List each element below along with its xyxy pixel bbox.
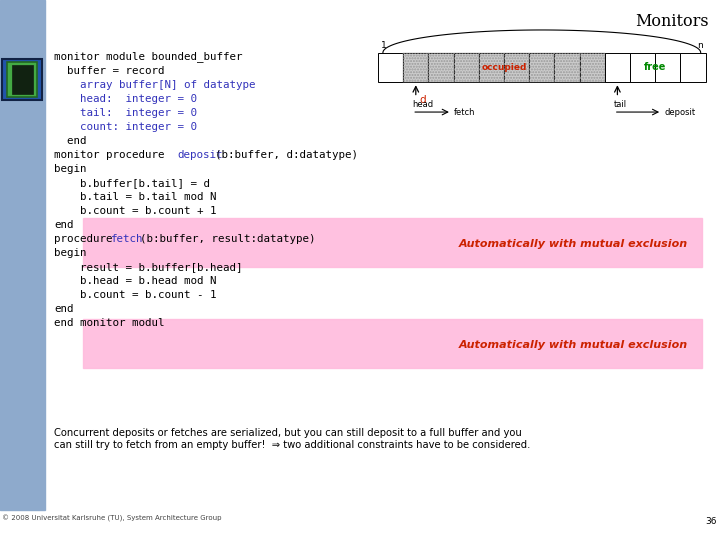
Bar — [504, 52, 529, 82]
Bar — [630, 52, 655, 82]
Text: end monitor modul: end monitor modul — [54, 319, 164, 328]
Bar — [580, 52, 605, 82]
Bar — [428, 52, 454, 82]
Bar — [529, 52, 554, 82]
Bar — [504, 52, 529, 82]
Text: b.count = b.count + 1: b.count = b.count + 1 — [54, 206, 217, 216]
Bar — [7, 63, 37, 97]
Text: b.count = b.count - 1: b.count = b.count - 1 — [54, 291, 217, 300]
Bar — [403, 52, 428, 82]
Bar — [479, 52, 504, 82]
Text: count: integer = 0: count: integer = 0 — [54, 122, 197, 132]
Text: procedure: procedure — [54, 234, 119, 244]
Text: tail:  integer = 0: tail: integer = 0 — [54, 108, 197, 118]
Text: (b:buffer, d:datatype): (b:buffer, d:datatype) — [215, 150, 359, 160]
Text: occupied: occupied — [481, 63, 527, 72]
Text: d: d — [419, 95, 426, 105]
Text: © 2008 Universitat Karlsruhe (TU), System Architecture Group: © 2008 Universitat Karlsruhe (TU), Syste… — [2, 515, 222, 522]
Text: b.head = b.head mod N: b.head = b.head mod N — [54, 276, 217, 286]
Bar — [378, 52, 403, 82]
Text: end: end — [54, 305, 73, 314]
Bar — [454, 52, 479, 82]
Bar — [554, 52, 580, 82]
Text: 1: 1 — [381, 41, 387, 50]
Bar — [479, 52, 504, 82]
Bar — [454, 52, 479, 82]
Text: fetch: fetch — [454, 107, 475, 117]
Bar — [580, 52, 605, 82]
Text: begin: begin — [54, 248, 86, 258]
Bar — [83, 218, 702, 267]
Text: deposit: deposit — [178, 150, 223, 160]
Bar — [554, 52, 580, 82]
Text: deposit: deposit — [665, 107, 696, 117]
Text: end: end — [54, 136, 86, 146]
Bar — [0, 0, 45, 510]
Text: end: end — [54, 220, 73, 230]
Text: array buffer[N] of datatype: array buffer[N] of datatype — [54, 80, 256, 90]
Bar — [2, 59, 42, 100]
Text: Monitors: Monitors — [636, 14, 709, 30]
Text: 36: 36 — [705, 517, 716, 525]
Bar — [403, 52, 428, 82]
Bar — [83, 319, 702, 368]
Text: monitor procedure: monitor procedure — [54, 150, 171, 160]
Bar — [605, 52, 630, 82]
Text: Concurrent deposits or fetches are serialized, but you can still deposit to a fu: Concurrent deposits or fetches are seria… — [54, 428, 522, 438]
Text: (b:buffer, result:datatype): (b:buffer, result:datatype) — [140, 234, 315, 244]
Text: Automatically with mutual exclusion: Automatically with mutual exclusion — [459, 340, 688, 349]
Text: fetch: fetch — [111, 234, 143, 244]
Text: n: n — [697, 41, 703, 50]
Bar — [680, 52, 706, 82]
Bar — [12, 65, 33, 94]
Text: b.tail = b.tail mod N: b.tail = b.tail mod N — [54, 192, 217, 202]
Text: tail: tail — [614, 100, 627, 109]
Text: monitor module bounded_buffer: monitor module bounded_buffer — [54, 51, 243, 62]
Text: Automatically with mutual exclusion: Automatically with mutual exclusion — [459, 239, 688, 248]
Text: begin: begin — [54, 164, 86, 174]
Text: head:  integer = 0: head: integer = 0 — [54, 94, 197, 104]
Bar — [428, 52, 454, 82]
Text: result = b.buffer[b.head]: result = b.buffer[b.head] — [54, 262, 243, 272]
Text: buffer = record: buffer = record — [54, 66, 164, 76]
Text: head: head — [412, 100, 433, 109]
Text: can still try to fetch from an empty buffer!  ⇒ two additional constraints have : can still try to fetch from an empty buf… — [54, 440, 531, 450]
Bar — [529, 52, 554, 82]
Text: free: free — [644, 63, 667, 72]
Bar — [655, 52, 680, 82]
Text: b.buffer[b.tail] = d: b.buffer[b.tail] = d — [54, 178, 210, 188]
